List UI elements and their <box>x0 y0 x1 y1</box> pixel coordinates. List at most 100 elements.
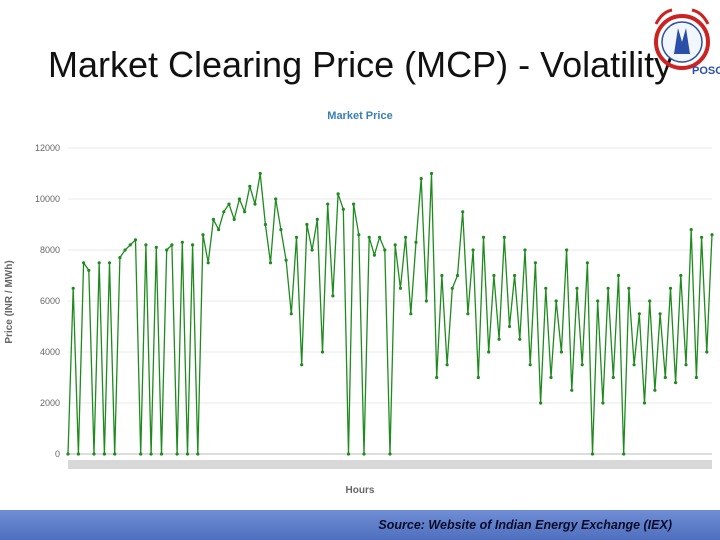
data-point <box>326 202 330 206</box>
data-point <box>102 452 106 456</box>
data-point <box>559 350 564 354</box>
data-point <box>710 233 714 237</box>
data-point <box>211 217 215 221</box>
data-point <box>461 210 465 214</box>
data-point <box>539 401 543 405</box>
data-point <box>237 197 241 201</box>
data-point <box>243 210 247 214</box>
data-point <box>274 197 278 201</box>
data-point <box>663 375 667 380</box>
data-point <box>570 388 574 392</box>
data-point <box>648 299 652 303</box>
data-point <box>258 171 262 176</box>
data-point <box>232 217 236 221</box>
y-axis-label: Price (INR / MWh) <box>4 260 15 343</box>
data-point <box>502 235 506 239</box>
data-point <box>352 202 356 206</box>
data-point <box>580 363 584 367</box>
data-point <box>378 235 382 239</box>
data-point <box>700 235 704 239</box>
logo-text: POSOCO <box>692 65 720 77</box>
data-point <box>533 261 538 265</box>
data-point <box>248 184 252 188</box>
data-point <box>279 228 283 232</box>
y-axis-ticks: 0 2000 4000 6000 8000 10000 12000 <box>35 143 712 459</box>
data-point <box>565 248 569 252</box>
data-point <box>575 286 579 290</box>
data-point <box>336 192 340 196</box>
data-point <box>611 375 615 380</box>
data-point <box>419 177 423 181</box>
data-point <box>180 240 184 244</box>
slide-title: Market Clearing Price (MCP) - Volatility <box>48 44 673 85</box>
data-point <box>689 228 693 232</box>
data-point <box>507 324 512 329</box>
data-point <box>300 363 304 367</box>
data-point <box>596 299 600 303</box>
data-point <box>622 452 626 456</box>
data-point <box>549 375 553 380</box>
data-point <box>668 286 673 290</box>
data-point <box>414 240 418 244</box>
data-point <box>627 286 631 290</box>
data-point <box>175 452 179 456</box>
data-point <box>253 202 257 206</box>
market-price-chart: Market Price Hours Price (INR / MWh) 0 20… <box>0 92 720 510</box>
data-point <box>357 233 361 237</box>
data-point <box>393 243 397 247</box>
data-point <box>471 248 475 252</box>
data-point <box>440 273 444 278</box>
data-point <box>87 268 91 272</box>
data-point <box>76 452 80 456</box>
y-tick-label-3: 6000 <box>40 296 60 306</box>
data-point <box>206 261 210 265</box>
data-point <box>497 337 501 341</box>
data-point <box>544 286 548 290</box>
data-point <box>445 363 449 367</box>
data-point <box>466 312 470 316</box>
data-point <box>159 452 164 456</box>
data-point <box>637 312 641 316</box>
data-point <box>320 350 325 354</box>
data-point <box>518 337 522 341</box>
data-point <box>404 235 408 239</box>
y-tick-label-0: 0 <box>55 449 60 459</box>
x-tick-labels-band <box>68 460 712 469</box>
y-tick-label-5: 10000 <box>35 194 60 204</box>
data-point <box>217 228 221 232</box>
data-point <box>128 243 132 247</box>
data-point <box>107 261 112 265</box>
data-point <box>492 273 496 278</box>
data-point <box>310 248 314 252</box>
data-point <box>331 294 335 298</box>
data-point <box>196 452 200 456</box>
data-point <box>616 273 621 278</box>
data-point <box>513 273 517 278</box>
data-point <box>694 375 699 380</box>
data-point <box>92 452 96 456</box>
data-point <box>305 222 309 227</box>
data-point <box>554 299 558 303</box>
data-point <box>487 350 491 354</box>
data-point <box>294 235 299 239</box>
data-point <box>398 286 402 290</box>
data-point <box>71 286 75 290</box>
data-point <box>606 286 610 290</box>
data-point <box>424 299 428 303</box>
data-point <box>170 243 174 247</box>
data-point <box>185 452 190 456</box>
y-tick-label-6: 12000 <box>35 143 60 153</box>
data-point <box>362 452 366 456</box>
data-point <box>435 375 439 380</box>
data-point <box>346 452 351 456</box>
data-point <box>383 248 387 252</box>
data-point <box>429 171 434 176</box>
data-point <box>372 253 376 257</box>
data-point <box>679 273 683 278</box>
data-point <box>632 363 636 367</box>
x-axis-label: Hours <box>346 485 375 496</box>
chart-title: Market Price <box>327 110 392 122</box>
data-point <box>263 222 267 227</box>
data-point <box>653 388 657 392</box>
posoco-logo: POSOCO <box>640 2 720 94</box>
